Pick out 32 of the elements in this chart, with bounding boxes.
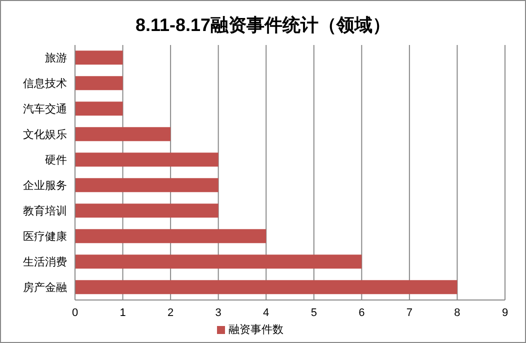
chart-title: 8.11-8.17融资事件统计（领域）: [134, 14, 392, 37]
x-tick-label: 0: [72, 306, 78, 319]
y-tick-label: 企业服务: [23, 179, 67, 192]
x-tick-label: 3: [215, 306, 222, 319]
y-tick-label: 教育培训: [23, 204, 67, 218]
bar: [75, 229, 266, 244]
y-tick-label: 医疗健康: [23, 230, 67, 244]
x-tick-label: 5: [310, 306, 317, 319]
bar: [75, 204, 218, 218]
x-tick-label: 2: [167, 306, 174, 319]
bar: [75, 178, 218, 192]
bar: [75, 280, 458, 294]
y-tick-label: 硬件: [45, 154, 67, 167]
x-tick-label: 7: [406, 306, 413, 319]
legend-label: 融资事件数: [228, 324, 284, 336]
x-tick-label: 6: [358, 306, 365, 319]
y-tick-label: 信息技术: [23, 77, 67, 90]
bar: [75, 254, 362, 269]
y-tick-label: 房产金融: [23, 281, 67, 294]
x-tick-label: 8: [454, 306, 460, 319]
y-tick-label: 生活消费: [23, 256, 67, 269]
x-tick-label: 4: [263, 306, 270, 319]
x-tick-label: 1: [120, 306, 126, 319]
bar: [75, 127, 171, 142]
bar: [75, 76, 123, 90]
bar: [75, 102, 123, 116]
bar: [75, 152, 218, 167]
y-tick-label: 汽车交通: [23, 102, 67, 116]
bar: [75, 50, 123, 65]
x-tick-label: 9: [502, 306, 508, 319]
y-tick-label: 文化娱乐: [23, 128, 67, 142]
y-tick-label: 旅游: [45, 52, 67, 65]
